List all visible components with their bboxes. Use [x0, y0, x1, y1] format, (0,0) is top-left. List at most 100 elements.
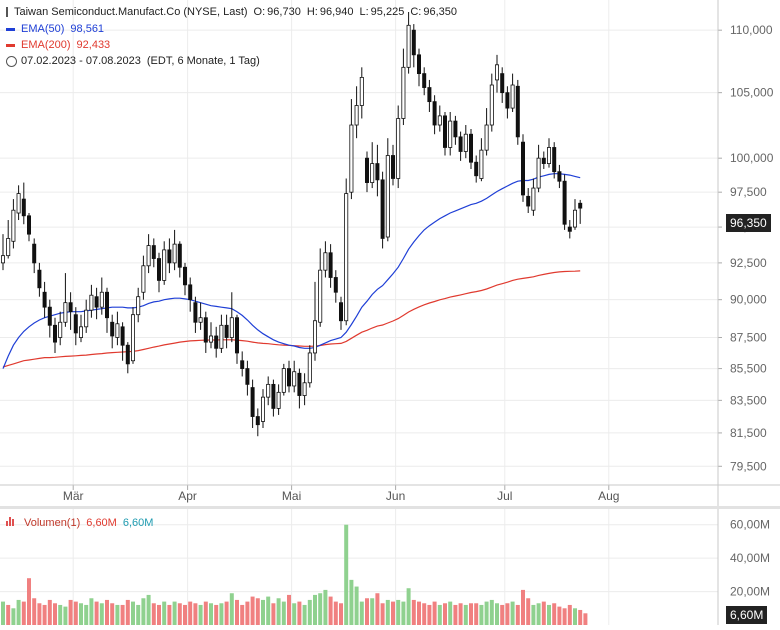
candle-body-up: [547, 147, 552, 164]
candle: [318, 248, 323, 327]
ema50-layer: [2, 173, 581, 369]
candle-body-up: [401, 66, 406, 119]
price-tick-label: 110,000: [730, 23, 773, 37]
volume-bar: [229, 593, 234, 625]
price-tick-label: 87,500: [730, 331, 767, 345]
candle: [541, 151, 546, 169]
volume-bar: [193, 603, 198, 625]
candle: [380, 171, 385, 249]
volume-legend: Volumen(1) 6,60M 6,60M: [6, 517, 159, 529]
candle: [500, 67, 505, 103]
candle: [494, 54, 499, 93]
candle: [531, 178, 536, 216]
candle: [333, 270, 338, 303]
ema200-swatch-icon: [6, 43, 15, 47]
candle-body-up: [396, 118, 401, 179]
candle: [250, 379, 255, 428]
volume-bar: [73, 601, 78, 625]
volume-bar: [266, 596, 271, 625]
volume-bar: [567, 604, 572, 625]
candle-body-up: [84, 309, 89, 328]
candle-body-up: [344, 193, 349, 322]
ema50-legend: EMA(50) 98,561: [6, 23, 110, 35]
volume-bar: [541, 601, 546, 625]
candle-body-up: [354, 105, 359, 126]
volume-bar: [385, 599, 390, 625]
candle-body-up: [16, 193, 21, 214]
candle-body-down: [338, 302, 343, 322]
candle-body-down: [427, 87, 432, 103]
candle: [448, 111, 453, 156]
candle: [208, 322, 213, 349]
volume-bar: [235, 599, 239, 625]
candle: [286, 360, 291, 393]
candle-body-down: [515, 85, 520, 138]
candle-body-up: [406, 24, 411, 68]
candle-body-up: [208, 335, 213, 343]
date-range: 07.02.2023 - 07.08.2023: [21, 55, 141, 67]
price-tick-label: 100,000: [730, 151, 774, 165]
volume-bar: [105, 599, 109, 625]
candle: [411, 24, 416, 68]
volume-bar: [521, 589, 525, 625]
candle: [463, 125, 468, 159]
candle-body-down: [32, 243, 37, 264]
price-tick-label: 85,500: [730, 362, 767, 376]
volume-bar: [21, 601, 26, 625]
candle-body-up: [292, 371, 297, 387]
candle-body-down: [432, 101, 437, 126]
candle: [567, 220, 572, 239]
candle-body-down: [224, 324, 229, 338]
volume-bar: [240, 604, 245, 625]
candle-body-up: [130, 314, 135, 362]
volume-bar: [224, 601, 229, 625]
volume-bar: [547, 604, 551, 625]
candle: [578, 199, 583, 224]
candle: [162, 241, 167, 285]
candle: [255, 408, 260, 437]
month-label: Aug: [598, 489, 619, 503]
candle-body-down: [458, 136, 463, 152]
candle: [105, 287, 110, 333]
volume-bar: [515, 604, 520, 625]
candle-body-up: [484, 124, 489, 151]
volume-bar: [443, 603, 447, 625]
candle: [442, 111, 447, 156]
volume-tick-label: 40,00M: [730, 551, 770, 565]
date-range-note: (EDT, 6 Monate, 1 Tag): [146, 55, 260, 67]
volume-bar: [27, 578, 31, 625]
candle: [437, 105, 442, 132]
month-label: Jul: [497, 489, 512, 503]
candle: [229, 292, 234, 343]
price-tick-label: 79,500: [730, 459, 767, 473]
candle-body-up: [494, 64, 499, 81]
candle: [260, 389, 265, 428]
candle: [468, 128, 473, 169]
candle: [94, 287, 99, 320]
candle-body-down: [567, 226, 572, 232]
candle-body-up: [219, 324, 224, 349]
candle-body-down: [271, 383, 276, 409]
candle-body-up: [79, 326, 84, 338]
candle-body-down: [177, 243, 182, 268]
candle-body-up: [63, 302, 68, 323]
candle: [0, 234, 6, 271]
candle-body-up: [11, 209, 16, 242]
ema50-line: [2, 173, 581, 369]
volume-bar: [328, 596, 333, 625]
volume-bar: [448, 601, 453, 625]
volume-bar: [297, 601, 302, 625]
candle-body-up: [489, 84, 494, 126]
volume-bar: [557, 606, 562, 625]
candle-body-down: [468, 133, 473, 163]
volume-bar: [281, 601, 286, 625]
volume-bar: [261, 599, 265, 625]
candle: [47, 299, 52, 338]
candle: [151, 238, 156, 268]
candle: [385, 138, 390, 242]
volume-bar: [495, 603, 499, 625]
ema50-label: EMA(50): [21, 23, 65, 35]
volume-bar: [120, 604, 125, 625]
candle: [458, 131, 463, 161]
